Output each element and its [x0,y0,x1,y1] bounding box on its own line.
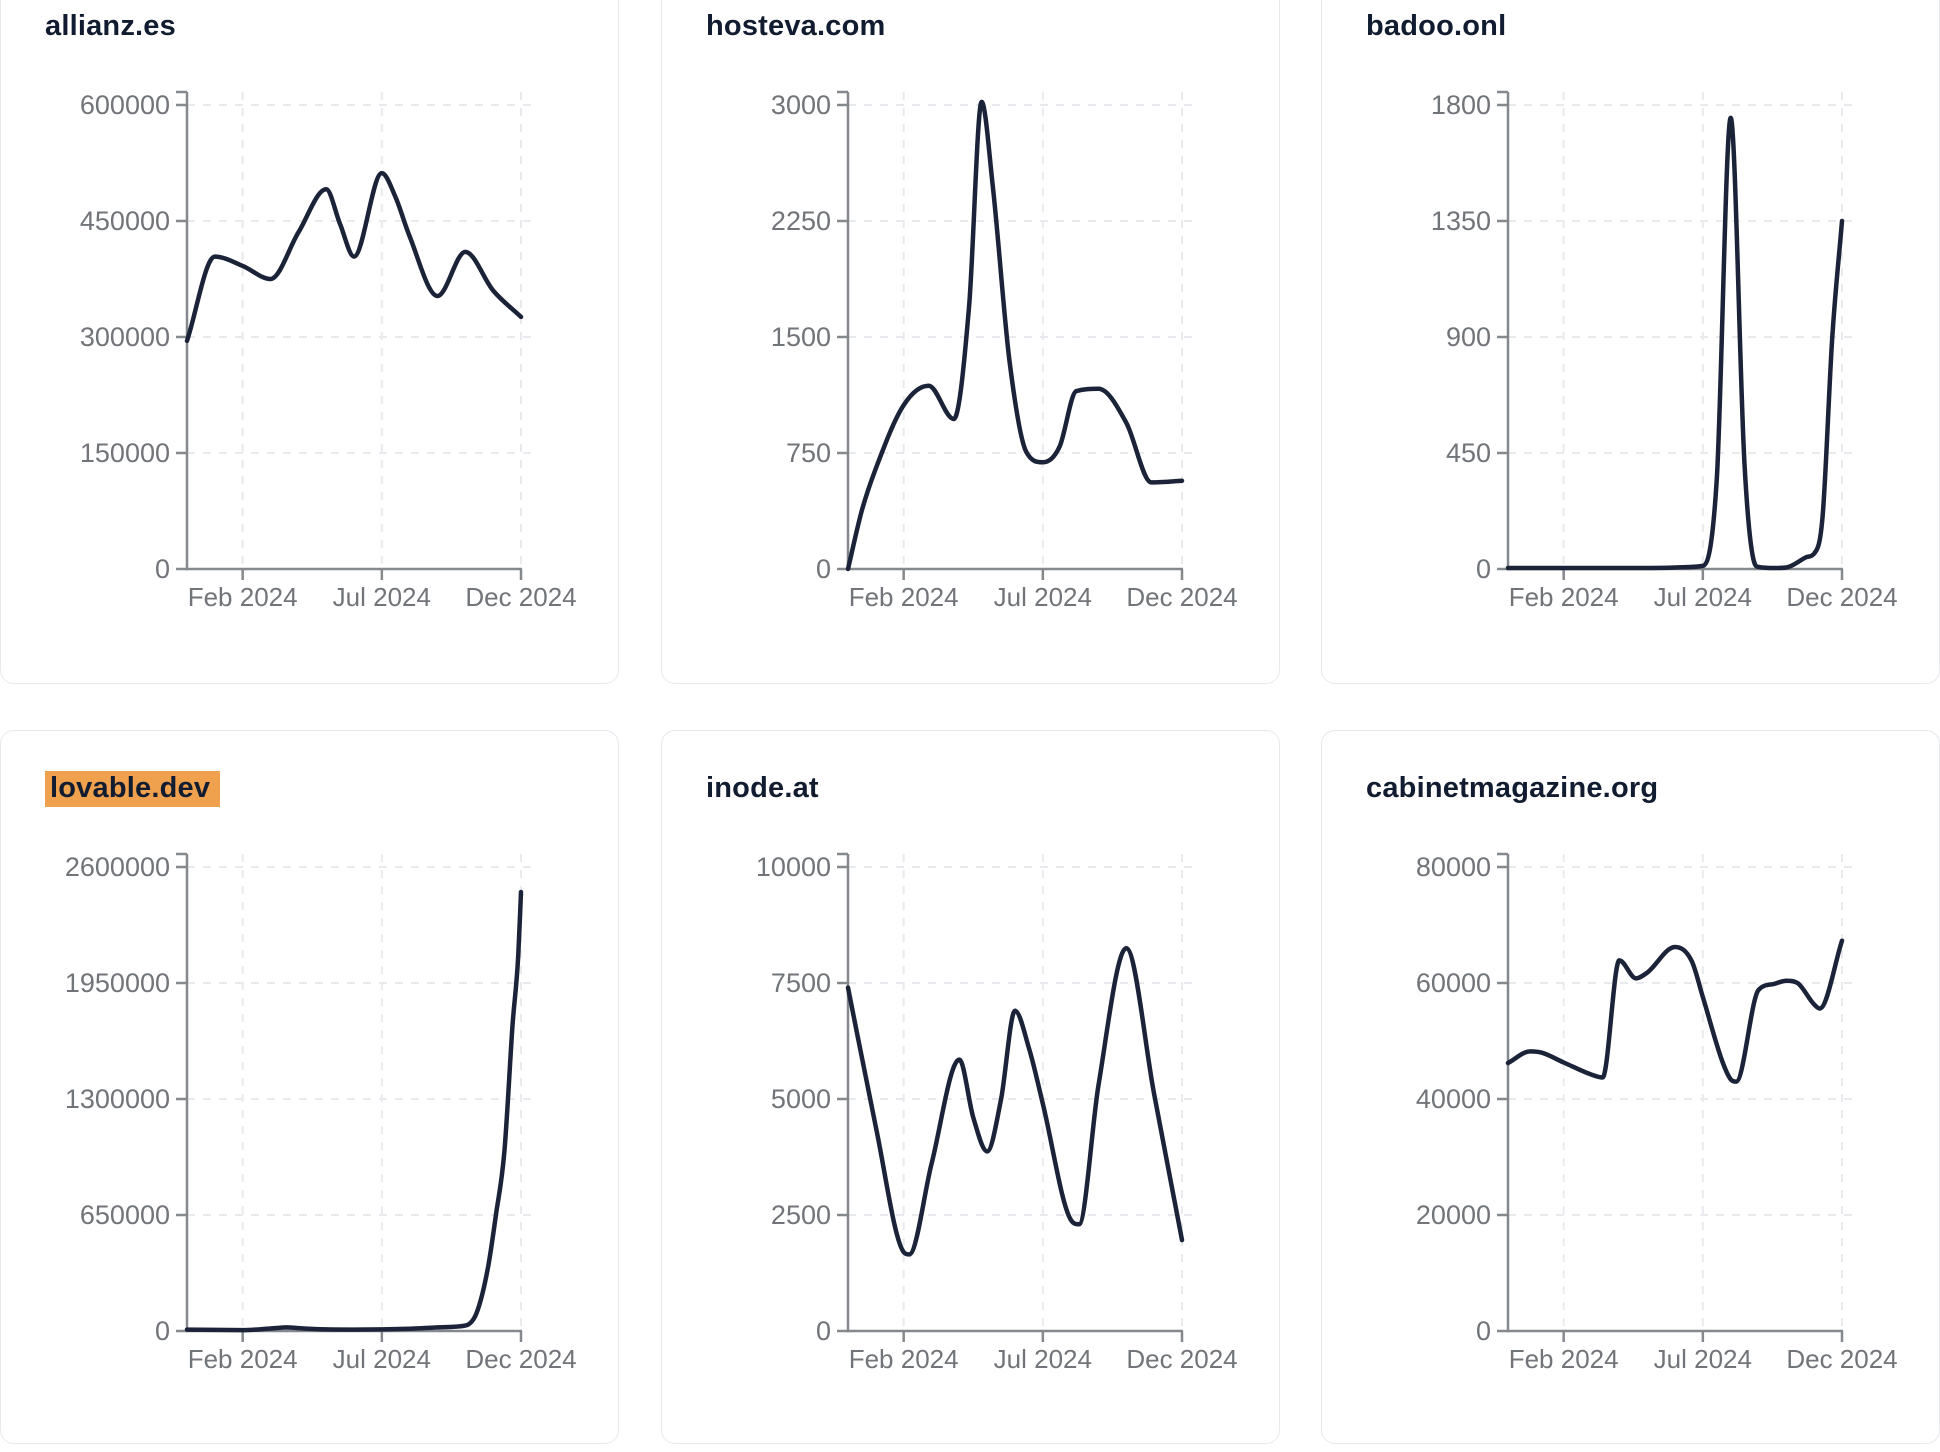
line-chart: 0 20000 40000 60000 80000 Feb 2024 Jul 2024 Dec… [1416,852,1898,1374]
line-chart: 0 450 900 1350 1800 Feb 2024 Jul 2024 Dec 2024 [1431,90,1898,612]
chart-title-text: hosteva.com [706,10,886,42]
y-tick-label: 0 [816,1316,831,1346]
chart-title: badoo.onl [1366,9,1506,43]
y-tick-label: 750 [786,438,831,468]
chart-title: cabinetmagazine.org [1366,771,1658,805]
y-tick-label: 2250 [771,206,831,236]
chart-title: allianz.es [45,9,176,43]
x-tick-label: Jul 2024 [333,1344,431,1374]
y-tick-label: 80000 [1416,852,1491,882]
chart-title-highlighted: lovable.dev [45,771,221,807]
x-tick-label: Dec 2024 [1786,1344,1897,1374]
y-tick-label: 1500 [771,322,831,352]
x-tick-label: Feb 2024 [849,1344,959,1374]
y-tick-label: 20000 [1416,1200,1491,1230]
chart-title-text: inode.at [706,772,819,804]
chart-title-text: lovable.dev [45,771,221,807]
traffic-line [1505,938,1845,1084]
x-tick-label: Feb 2024 [188,1344,298,1374]
y-tick-label: 60000 [1416,968,1491,998]
y-tick-label: 7500 [771,968,831,998]
x-tick-label: Dec 2024 [1786,582,1897,612]
x-tick-label: Dec 2024 [465,582,576,612]
y-tick-label: 0 [155,1316,170,1346]
chart-title: hosteva.com [706,9,886,43]
traffic-line [1505,115,1845,571]
line-chart: 0 2500 5000 7500 10000 Feb 2024 Jul 2024 Dec 20… [756,852,1238,1374]
chart-card-allianz[interactable]: allianz.es 0 150000 300000 450000 600000 Feb … [0,0,619,684]
chart-title-text: badoo.onl [1366,10,1507,42]
y-tick-label: 0 [816,554,831,584]
y-tick-label: 0 [155,554,170,584]
traffic-line [845,99,1185,572]
y-tick-label: 0 [1476,1316,1491,1346]
line-chart: 0 750 1500 2250 3000 Feb 2024 Jul 2024 Dec 2024 [771,90,1238,612]
chart-card-lovable[interactable]: lovable.dev 0 650000 1300000 1950000 2600000… [0,730,619,1444]
x-tick-label: Jul 2024 [994,1344,1092,1374]
x-tick-label: Dec 2024 [465,1344,576,1374]
x-tick-label: Jul 2024 [333,582,431,612]
traffic-line [184,170,524,344]
x-tick-label: Feb 2024 [188,582,298,612]
x-tick-label: Dec 2024 [1126,1344,1237,1374]
y-tick-label: 1350 [1431,206,1491,236]
y-tick-label: 1950000 [65,968,170,998]
y-tick-label: 450000 [80,206,170,236]
y-tick-label: 5000 [771,1084,831,1114]
y-tick-label: 2600000 [65,852,170,882]
y-tick-label: 600000 [80,90,170,120]
traffic-line [184,889,524,1333]
chart-card-cabinetmagazine[interactable]: cabinetmagazine.org 0 20000 40000 60000 8000… [1321,730,1940,1444]
chart-card-inode[interactable]: inode.at 0 2500 5000 7500 10000 Feb 2024 Jul 2… [661,730,1280,1444]
y-tick-label: 150000 [80,438,170,468]
y-tick-label: 1300000 [65,1084,170,1114]
y-tick-label: 3000 [771,90,831,120]
chart-title-text: cabinetmagazine.org [1366,772,1659,804]
x-tick-label: Feb 2024 [849,582,959,612]
x-tick-label: Jul 2024 [1654,582,1752,612]
line-chart: 0 150000 300000 450000 600000 Feb 2024 Jul 202… [80,90,577,612]
y-tick-label: 1800 [1431,90,1491,120]
x-tick-label: Jul 2024 [1654,1344,1752,1374]
x-tick-label: Feb 2024 [1509,1344,1619,1374]
traffic-line [845,945,1185,1257]
y-tick-label: 0 [1476,554,1491,584]
x-tick-label: Jul 2024 [994,582,1092,612]
y-tick-label: 2500 [771,1200,831,1230]
line-chart: 0 650000 1300000 1950000 2600000 Feb 2024 Jul … [65,852,577,1374]
y-tick-label: 450 [1446,438,1491,468]
chart-title-text: allianz.es [45,10,176,42]
x-tick-label: Feb 2024 [1509,582,1619,612]
chart-card-hosteva[interactable]: hosteva.com 0 750 1500 2250 3000 Feb 2024 Jul … [661,0,1280,684]
y-tick-label: 300000 [80,322,170,352]
y-tick-label: 40000 [1416,1084,1491,1114]
chart-title: inode.at [706,771,819,805]
chart-card-badoo[interactable]: badoo.onl 0 450 900 1350 1800 Feb 2024 Jul 202… [1321,0,1940,684]
x-tick-label: Dec 2024 [1126,582,1237,612]
y-tick-label: 900 [1446,322,1491,352]
y-tick-label: 10000 [756,852,831,882]
y-tick-label: 650000 [80,1200,170,1230]
